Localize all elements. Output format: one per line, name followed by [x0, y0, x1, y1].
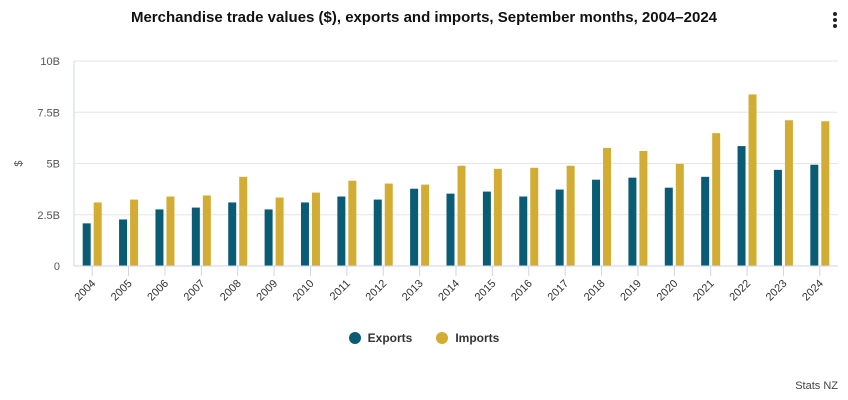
bar-exports-2016[interactable]: [519, 196, 528, 266]
x-tick-label: 2020: [655, 278, 681, 304]
bar-imports-2015[interactable]: [493, 168, 502, 266]
legend-label-imports: Imports: [455, 331, 500, 345]
x-tick-label: 2013: [400, 278, 426, 304]
y-tick-label: 0: [54, 261, 60, 273]
y-tick-label: 7.5B: [37, 107, 60, 119]
x-tick-label: 2018: [582, 278, 608, 304]
bar-imports-2023[interactable]: [784, 120, 793, 267]
x-tick-label: 2024: [800, 278, 826, 304]
bar-imports-2018[interactable]: [603, 147, 612, 266]
bar-exports-2024[interactable]: [810, 164, 819, 266]
x-tick-label: 2014: [436, 278, 462, 304]
x-tick-label: 2019: [618, 278, 644, 304]
bar-exports-2004[interactable]: [82, 223, 91, 266]
bar-imports-2014[interactable]: [457, 165, 466, 266]
bar-imports-2007[interactable]: [202, 195, 211, 266]
bar-exports-2018[interactable]: [592, 179, 601, 266]
bar-imports-2012[interactable]: [384, 183, 393, 266]
x-tick-label: 2004: [73, 278, 99, 304]
legend-label-exports: Exports: [367, 331, 413, 345]
bar-exports-2008[interactable]: [228, 202, 237, 266]
legend-marker-imports: [436, 332, 449, 344]
x-tick-label: 2015: [473, 278, 499, 304]
bar-exports-2020[interactable]: [664, 187, 673, 266]
bar-exports-2015[interactable]: [482, 191, 491, 266]
bar-imports-2004[interactable]: [93, 202, 102, 266]
x-tick-label: 2011: [328, 278, 353, 303]
bar-exports-2009[interactable]: [264, 209, 273, 266]
x-tick-label: 2007: [182, 278, 208, 304]
x-tick-label: 2012: [364, 278, 390, 304]
bar-imports-2008[interactable]: [239, 176, 248, 266]
x-tick-label: 2022: [727, 278, 753, 304]
y-tick-label: 10B: [40, 56, 60, 68]
bar-exports-2019[interactable]: [628, 177, 637, 266]
bar-imports-2011[interactable]: [348, 180, 357, 266]
y-tick-label: 5B: [47, 159, 60, 171]
x-tick-label: 2017: [545, 278, 571, 304]
x-tick-label: 2016: [509, 278, 535, 304]
bar-imports-2013[interactable]: [421, 184, 430, 266]
bar-exports-2005[interactable]: [119, 219, 128, 266]
bar-imports-2017[interactable]: [566, 165, 575, 266]
credit-text: Stats NZ: [795, 380, 838, 392]
chart-title: Merchandise trade values ($), exports an…: [130, 9, 718, 26]
bar-imports-2021[interactable]: [712, 133, 721, 266]
bar-exports-2006[interactable]: [155, 209, 164, 266]
bar-exports-2012[interactable]: [373, 199, 382, 266]
kebab-menu-icon[interactable]: [832, 12, 838, 30]
x-tick-label: 2009: [254, 278, 280, 304]
x-tick-label: 2021: [691, 278, 717, 304]
x-tick-label: 2008: [218, 278, 244, 304]
legend-item-exports[interactable]: Exports: [348, 331, 413, 345]
bar-imports-2019[interactable]: [639, 150, 648, 266]
legend-item-imports[interactable]: Imports: [436, 331, 499, 345]
bar-exports-2007[interactable]: [191, 207, 200, 266]
legend: Exports Imports: [0, 331, 848, 345]
y-tick-label: 2.5B: [37, 210, 60, 222]
y-axis-label: $: [13, 160, 25, 166]
bar-imports-2020[interactable]: [675, 163, 684, 266]
bar-imports-2022[interactable]: [748, 94, 757, 266]
bar-exports-2011[interactable]: [337, 196, 346, 266]
x-tick-label: 2010: [291, 278, 317, 304]
bar-imports-2010[interactable]: [311, 192, 320, 266]
bar-exports-2017[interactable]: [555, 189, 564, 266]
bar-exports-2010[interactable]: [300, 202, 309, 266]
bar-exports-2013[interactable]: [410, 188, 419, 266]
bar-exports-2021[interactable]: [701, 176, 710, 266]
bar-imports-2006[interactable]: [166, 196, 175, 266]
legend-marker-exports: [348, 332, 361, 344]
bar-exports-2014[interactable]: [446, 193, 455, 266]
x-tick-label: 2005: [109, 278, 135, 304]
bar-imports-2016[interactable]: [530, 167, 539, 266]
bar-exports-2022[interactable]: [737, 146, 746, 266]
x-tick-label: 2006: [145, 278, 171, 304]
bar-imports-2024[interactable]: [821, 121, 830, 267]
bar-imports-2009[interactable]: [275, 197, 284, 266]
bar-exports-2023[interactable]: [773, 169, 782, 266]
x-tick-label: 2023: [764, 278, 790, 304]
bar-imports-2005[interactable]: [130, 199, 139, 266]
